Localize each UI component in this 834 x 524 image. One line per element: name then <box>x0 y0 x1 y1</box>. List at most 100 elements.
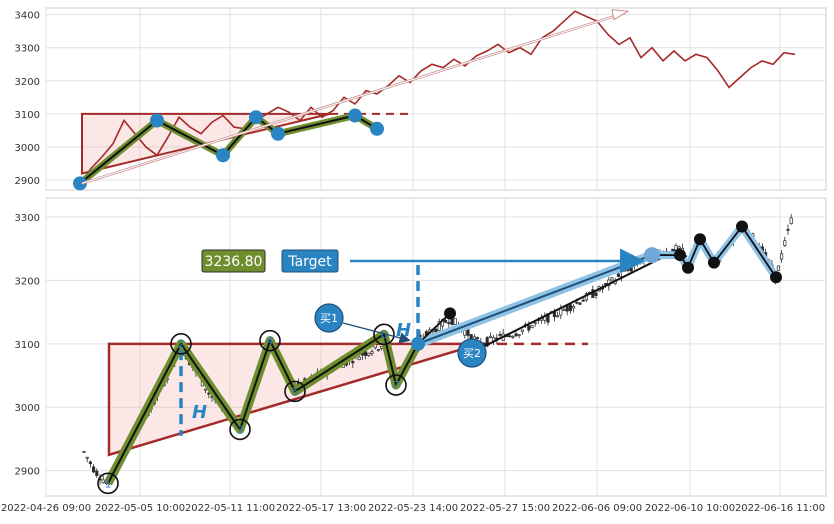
x-tick-label: 2022-05-27 15:00 <box>460 503 550 514</box>
target-point <box>644 247 660 264</box>
buy-arrow <box>342 322 411 344</box>
swing-point <box>694 233 706 246</box>
candle-body <box>578 302 582 305</box>
candle-body <box>581 299 585 302</box>
candle-body <box>783 240 787 246</box>
candle-body <box>466 329 470 336</box>
pattern-point-label: 6 <box>381 328 388 341</box>
buy-marker-circle <box>457 338 487 368</box>
buy-marker-label: 买1 <box>320 312 338 325</box>
bottom-y-tick-label: 3200 <box>15 276 40 287</box>
pattern-point-circle <box>373 323 395 346</box>
pattern-point-circle <box>385 374 407 396</box>
candle-body <box>517 334 521 336</box>
projection-line <box>417 254 653 345</box>
pattern-point-label: 3 <box>237 423 244 436</box>
candle-body <box>447 322 451 324</box>
top-pattern-point <box>150 113 164 128</box>
x-tick-label: 2022-05-05 10:00 <box>95 503 185 514</box>
pattern-point-label: 2 <box>178 338 185 351</box>
candle-body <box>92 466 96 473</box>
x-tick-label: 2022-04-26 09:00 <box>1 503 91 514</box>
swing-point <box>736 220 748 233</box>
price-label-box: 3236.80 <box>201 249 266 273</box>
candle-body <box>616 273 620 277</box>
breakout-point <box>411 336 425 351</box>
x-tick-label: 2022-06-16 11:00 <box>735 503 825 514</box>
candle-body <box>786 228 790 231</box>
top-y-tick-label: 3000 <box>15 143 40 154</box>
candle-body <box>604 283 608 285</box>
top-y-tick-label: 3100 <box>15 110 40 121</box>
candle-body <box>511 336 515 338</box>
candle-body <box>530 325 534 329</box>
bottom-y-ticks: 2900 3000 3100 3200 3300 <box>15 213 40 478</box>
candle-body <box>514 333 518 337</box>
top-pattern-point <box>370 121 384 136</box>
pattern-point-label: 5 <box>292 385 299 398</box>
target-label-box: Target <box>281 249 339 273</box>
candle-body <box>434 328 438 333</box>
candle-body <box>556 315 560 318</box>
swing-link <box>417 312 451 345</box>
bottom-y-tick-label: 2900 <box>15 467 40 478</box>
candle-body <box>552 311 556 318</box>
x-axis-ticks: 2022-04-26 09:00 2022-05-05 10:00 2022-05-… <box>1 503 825 514</box>
buy-marker-circle <box>314 303 344 333</box>
top-y-tick-label: 3200 <box>15 77 40 88</box>
top-panel <box>45 7 827 191</box>
candle-body <box>204 388 208 391</box>
top-overlays <box>73 9 630 191</box>
candle-body <box>594 292 598 296</box>
pattern-line <box>107 333 419 484</box>
candle-body <box>572 305 576 309</box>
candle-body <box>485 337 489 347</box>
top-price-series <box>79 10 796 184</box>
x-tick-label: 2022-05-23 14:00 <box>368 503 458 514</box>
candle-body <box>453 318 457 326</box>
bottom-y-tick-label: 3300 <box>15 213 40 224</box>
swing-point <box>674 249 686 262</box>
buy-marker-label: 买2 <box>463 347 481 360</box>
top-y-tick-label: 2900 <box>15 176 40 187</box>
pattern-point-label: 1 <box>105 477 112 490</box>
pattern-point-circle <box>284 380 306 403</box>
candle-body <box>376 349 380 351</box>
candle-body <box>370 351 374 354</box>
candle-body <box>780 253 784 260</box>
candle-body <box>520 329 524 332</box>
candle-body <box>498 334 502 336</box>
target-label-bg <box>281 249 339 273</box>
pattern-point-circle <box>170 333 192 355</box>
candle-body <box>85 456 89 459</box>
pattern-point-circle <box>259 329 281 352</box>
top-target-arrow-core <box>81 12 626 184</box>
price-label-bg <box>201 249 266 273</box>
candle-body <box>367 352 371 356</box>
candle-body <box>488 335 492 338</box>
target-label-text: Target <box>287 254 332 270</box>
swing-point <box>708 256 720 269</box>
pattern-point-label: 4 <box>267 335 274 348</box>
candle-body <box>450 318 454 325</box>
top-pattern-point <box>216 148 230 163</box>
top-y-ticks: 2900 3000 3100 3200 3300 3400 <box>15 11 40 187</box>
top-y-tick-label: 3300 <box>15 44 40 55</box>
candle-body <box>88 461 92 464</box>
candle-body <box>527 325 531 331</box>
candle-body <box>82 450 86 453</box>
candle-body <box>575 301 579 304</box>
pattern-point-label: 7 <box>393 379 400 392</box>
swing-point <box>682 261 694 274</box>
candle-body <box>357 356 361 361</box>
bottom-y-tick-label: 3000 <box>15 403 40 414</box>
candle-body <box>533 322 537 324</box>
top-pattern-point <box>271 126 285 141</box>
x-tick-label: 2022-05-11 11:00 <box>185 503 275 514</box>
candle-body <box>789 217 793 225</box>
candle-body <box>565 305 569 312</box>
pattern-point-circle <box>97 472 119 495</box>
top-pattern-point <box>73 176 87 191</box>
candle-body <box>562 309 566 311</box>
